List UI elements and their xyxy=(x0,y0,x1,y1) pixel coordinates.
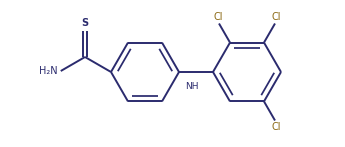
Text: H₂N: H₂N xyxy=(39,66,58,76)
Text: Cl: Cl xyxy=(271,11,281,21)
Text: Cl: Cl xyxy=(271,122,281,132)
Text: S: S xyxy=(81,18,89,28)
Text: Cl: Cl xyxy=(213,11,223,21)
Text: NH: NH xyxy=(185,82,199,91)
